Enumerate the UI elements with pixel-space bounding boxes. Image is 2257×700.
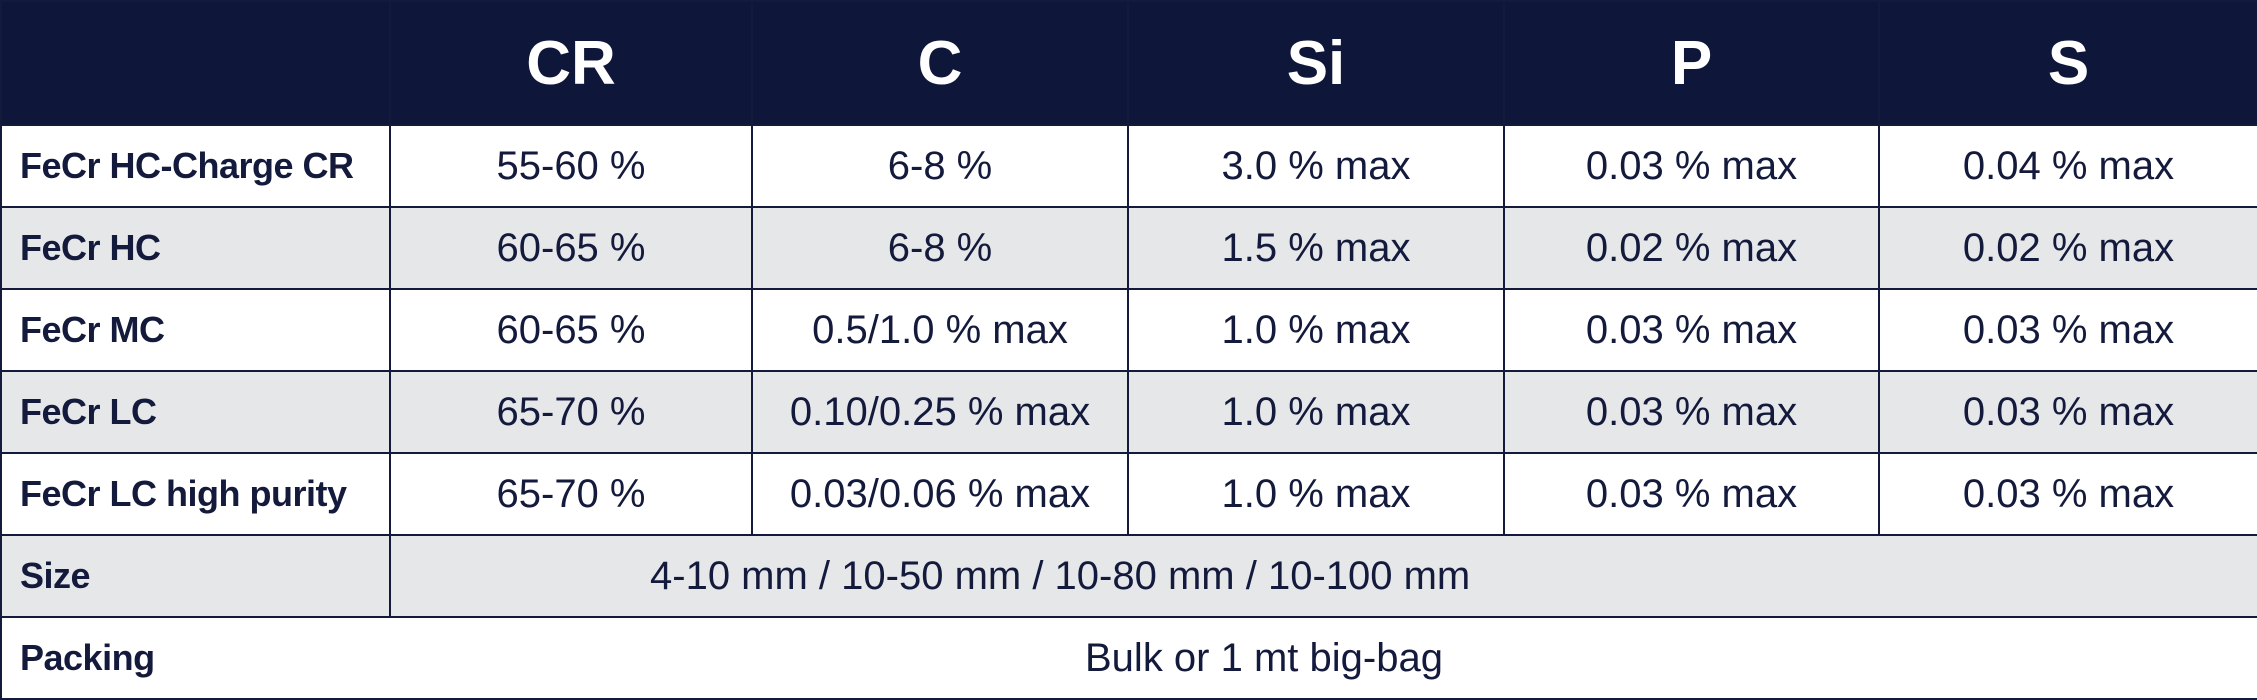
row-label: Packing bbox=[0, 616, 390, 700]
row-label: FeCr MC bbox=[0, 288, 391, 372]
column-header: C bbox=[751, 0, 1129, 126]
cell: 60-65 % bbox=[389, 288, 753, 372]
data-row: FeCr HC-Charge CR 55-60 % 6-8 % 3.0 % max 0.… bbox=[0, 124, 2257, 208]
row-label: FeCr LC high purity bbox=[0, 452, 391, 536]
cell: 0.03 % max bbox=[1878, 452, 2257, 536]
cell: 1.0 % max bbox=[1127, 370, 1505, 454]
data-row: FeCr LC high purity 65-70 % 0.03/0.06 % ma… bbox=[0, 452, 2257, 536]
cell: 65-70 % bbox=[389, 370, 753, 454]
row-label: Size bbox=[0, 534, 391, 618]
column-header: Si bbox=[1127, 0, 1505, 126]
cell: 0.10/0.25 % max bbox=[751, 370, 1129, 454]
cell: 0.02 % max bbox=[1503, 206, 1880, 290]
cell: 1.0 % max bbox=[1127, 452, 1505, 536]
cell: 0.03/0.06 % max bbox=[751, 452, 1129, 536]
cell: 0.03 % max bbox=[1503, 288, 1880, 372]
cell: 0.5/1.0 % max bbox=[751, 288, 1129, 372]
cell: 0.03 % max bbox=[1503, 124, 1880, 208]
row-label: FeCr HC-Charge CR bbox=[0, 124, 391, 208]
cell: 0.03 % max bbox=[1878, 370, 2257, 454]
column-header: CR bbox=[389, 0, 753, 126]
packing-value: Bulk or 1 mt big-bag bbox=[390, 616, 2257, 700]
data-row: FeCr LC 65-70 % 0.10/0.25 % max 1.0 % max 0.… bbox=[0, 370, 2257, 454]
row-label: FeCr HC bbox=[0, 206, 391, 290]
cell: 0.03 % max bbox=[1503, 452, 1880, 536]
cell: 55-60 % bbox=[389, 124, 753, 208]
cell: 0.04 % max bbox=[1878, 124, 2257, 208]
row-label: FeCr LC bbox=[0, 370, 391, 454]
size-value: 4-10 mm / 10-50 mm / 10-80 mm / 10-100 m… bbox=[389, 534, 2257, 618]
cell: 0.02 % max bbox=[1878, 206, 2257, 290]
column-header: S bbox=[1878, 0, 2257, 126]
corner-cell bbox=[0, 0, 391, 126]
cell: 0.03 % max bbox=[1878, 288, 2257, 372]
packing-row: Packing Bulk or 1 mt big-bag bbox=[0, 616, 2257, 700]
cell: 3.0 % max bbox=[1127, 124, 1505, 208]
data-row: FeCr MC 60-65 % 0.5/1.0 % max 1.0 % max 0.03… bbox=[0, 288, 2257, 372]
cell: 65-70 % bbox=[389, 452, 753, 536]
size-row: Size 4-10 mm / 10-50 mm / 10-80 mm / 10-1… bbox=[0, 534, 2257, 618]
cell: 1.0 % max bbox=[1127, 288, 1505, 372]
cell: 6-8 % bbox=[751, 206, 1129, 290]
cell: 6-8 % bbox=[751, 124, 1129, 208]
header-row: CR C Si P S bbox=[0, 0, 2257, 126]
cell: 1.5 % max bbox=[1127, 206, 1505, 290]
cell: 0.03 % max bbox=[1503, 370, 1880, 454]
column-header: P bbox=[1503, 0, 1880, 126]
cell: 60-65 % bbox=[389, 206, 753, 290]
data-row: FeCr HC 60-65 % 6-8 % 1.5 % max 0.02 % max 0.… bbox=[0, 206, 2257, 290]
